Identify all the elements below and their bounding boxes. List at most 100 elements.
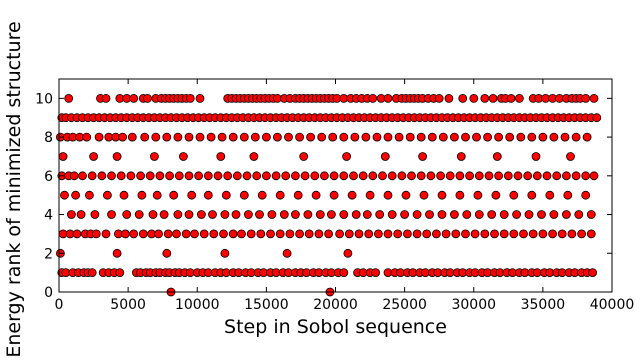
- data-point: [208, 210, 217, 219]
- data-point: [249, 152, 259, 161]
- data-point: [159, 210, 169, 219]
- data-point: [393, 229, 403, 239]
- data-point: [271, 171, 281, 181]
- data-point: [490, 229, 499, 239]
- data-point: [221, 190, 231, 200]
- data-point: [203, 171, 213, 181]
- y-tick-label: 2: [44, 246, 53, 262]
- data-point: [434, 94, 444, 103]
- data-point: [582, 132, 592, 142]
- data-point: [194, 171, 204, 181]
- data-point: [252, 171, 262, 181]
- data-point: [519, 229, 528, 239]
- data-point: [373, 229, 383, 239]
- data-point: [528, 229, 538, 239]
- data-point: [586, 210, 596, 219]
- data-point: [480, 229, 490, 239]
- data-point: [326, 210, 336, 219]
- data-point: [412, 210, 422, 219]
- data-point: [310, 171, 320, 181]
- data-point: [527, 190, 537, 200]
- data-point: [257, 190, 267, 200]
- data-point: [545, 190, 555, 200]
- data-point: [303, 210, 313, 219]
- data-point: [306, 132, 316, 142]
- data-point: [314, 229, 324, 239]
- data-point: [488, 94, 498, 103]
- data-point: [266, 229, 275, 239]
- data-point: [527, 132, 537, 142]
- data-point: [437, 210, 447, 219]
- data-point: [455, 190, 465, 200]
- data-point: [94, 132, 104, 142]
- data-point: [232, 171, 242, 181]
- data-point: [154, 229, 163, 239]
- data-point: [58, 152, 68, 161]
- data-point: [228, 229, 238, 239]
- data-point: [184, 132, 194, 142]
- x-tick-label: 20000: [313, 297, 358, 313]
- data-point: [577, 229, 586, 239]
- x-tick-label: 40000: [590, 297, 635, 313]
- data-point: [567, 229, 577, 239]
- data-point: [523, 171, 533, 181]
- data-point: [588, 268, 597, 278]
- data-point: [151, 132, 161, 142]
- data-point: [571, 132, 581, 142]
- data-point: [362, 210, 372, 219]
- data-point: [494, 132, 504, 142]
- data-point: [250, 132, 260, 142]
- y-tick-label: 6: [44, 169, 53, 185]
- data-point: [129, 94, 139, 103]
- data-point: [483, 132, 493, 142]
- data-point: [480, 94, 490, 103]
- data-point: [438, 132, 448, 142]
- data-point: [155, 171, 165, 181]
- data-point: [339, 210, 349, 219]
- data-point: [380, 152, 390, 161]
- data-point: [329, 190, 339, 200]
- data-point: [387, 171, 397, 181]
- data-point: [89, 152, 98, 161]
- data-point: [228, 132, 238, 142]
- data-point: [364, 229, 374, 239]
- x-tick-label: 10000: [175, 297, 220, 313]
- data-point: [449, 210, 459, 219]
- data-point: [462, 210, 472, 219]
- data-point: [122, 210, 132, 219]
- data-point: [219, 229, 228, 239]
- data-point: [560, 132, 570, 142]
- data-point: [107, 171, 116, 181]
- data-point: [581, 171, 591, 181]
- data-point: [290, 210, 300, 219]
- data-point: [295, 132, 305, 142]
- data-point: [256, 229, 266, 239]
- data-point: [574, 210, 584, 219]
- data-point: [491, 190, 501, 200]
- data-point: [293, 190, 303, 200]
- data-point: [343, 248, 353, 258]
- data-point: [449, 132, 459, 142]
- data-point: [515, 94, 524, 103]
- data-point: [461, 132, 470, 142]
- data-point: [586, 229, 596, 239]
- data-point: [87, 268, 97, 278]
- x-tick-label: 25000: [382, 297, 427, 313]
- data-point: [261, 132, 271, 142]
- data-point: [209, 229, 219, 239]
- data-point: [492, 152, 502, 161]
- data-point: [145, 171, 155, 181]
- data-point: [319, 171, 329, 181]
- data-point: [97, 171, 107, 181]
- data-point: [499, 210, 509, 219]
- data-point: [217, 132, 227, 142]
- data-point: [351, 210, 361, 219]
- data-point: [402, 229, 412, 239]
- data-point: [465, 171, 475, 181]
- data-point: [112, 248, 122, 258]
- data-point: [571, 171, 581, 181]
- data-point: [199, 229, 209, 239]
- data-point: [487, 210, 497, 219]
- y-axis-label: Energy rank of minimized structure: [3, 21, 25, 357]
- data-point: [71, 190, 80, 200]
